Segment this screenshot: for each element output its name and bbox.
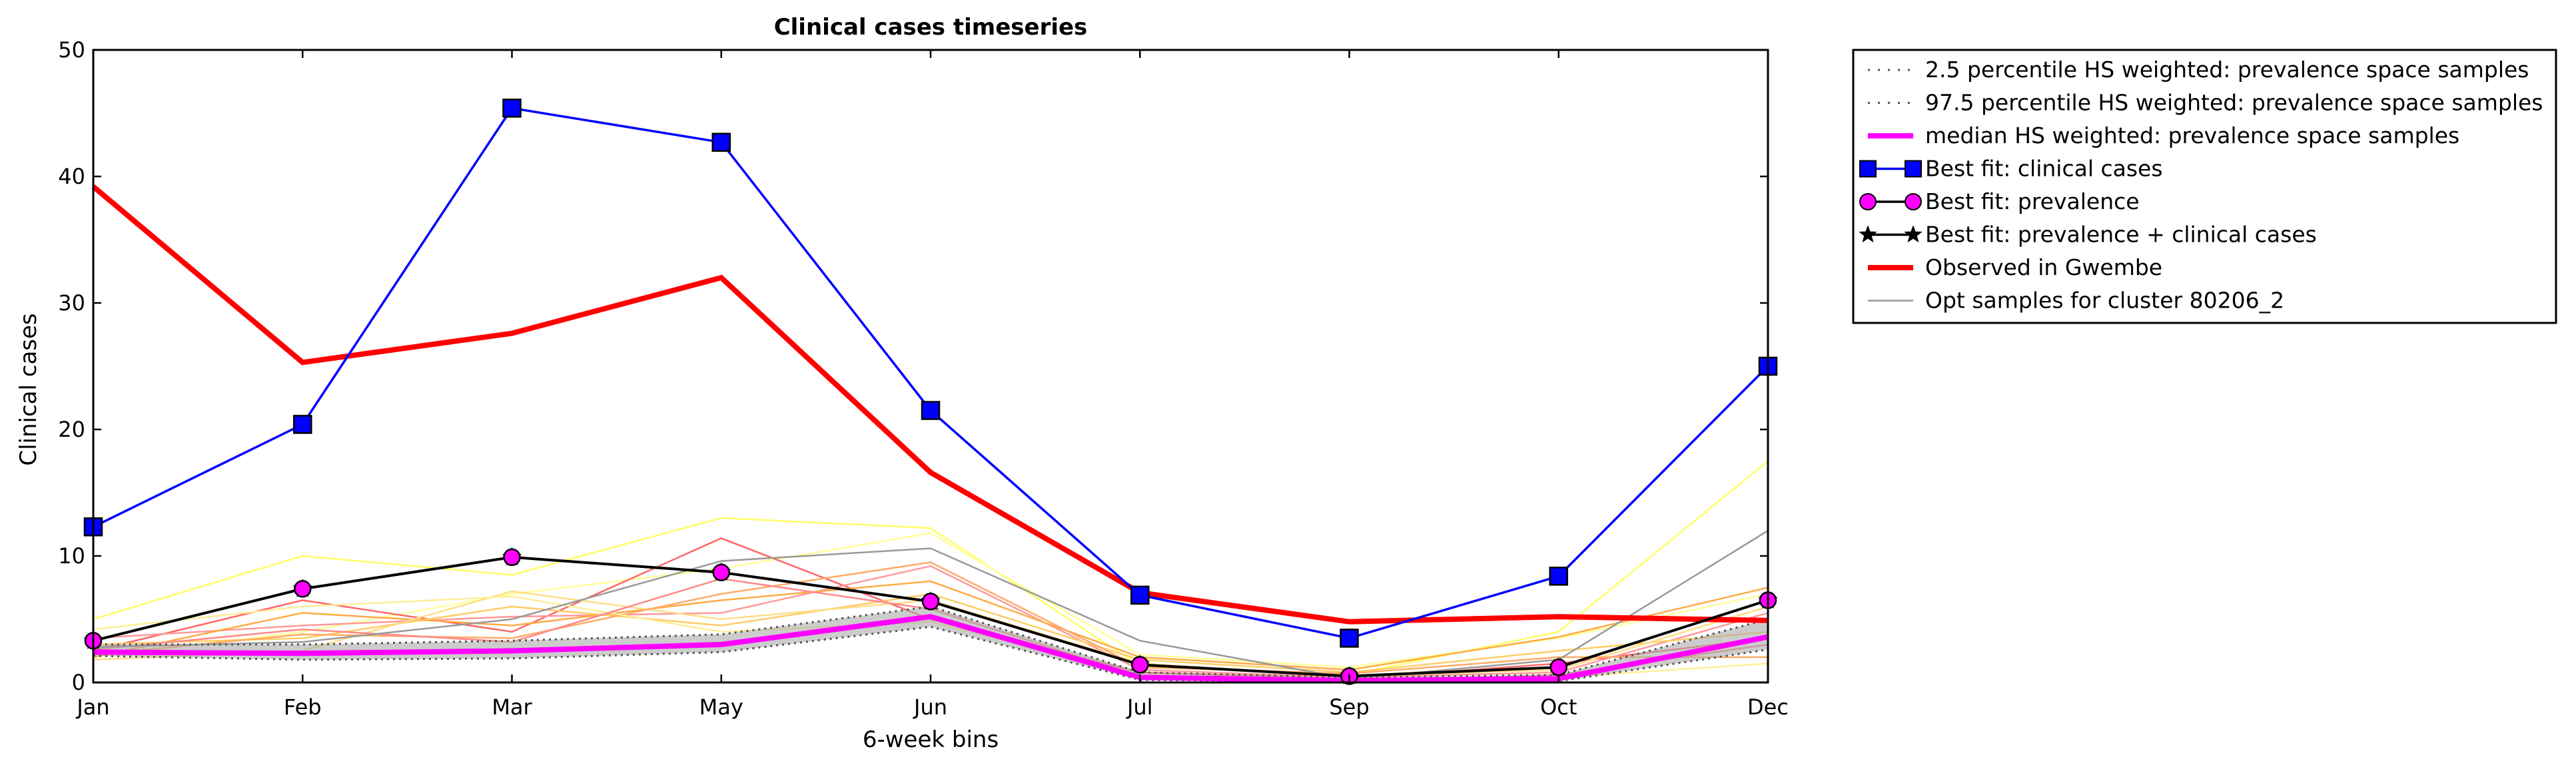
x-tick-label: Jun bbox=[913, 694, 947, 720]
x-tick-label: Oct bbox=[1540, 694, 1577, 720]
x-tick-label: May bbox=[699, 694, 743, 720]
marker-square bbox=[1549, 567, 1568, 586]
series-line-opt-samples bbox=[93, 529, 1769, 680]
sample-line-4 bbox=[93, 580, 1769, 671]
y-tick-label: 30 bbox=[58, 290, 85, 316]
x-tick-label: Jul bbox=[1126, 694, 1153, 720]
legend-label: Best fit: clinical cases bbox=[1925, 156, 2163, 182]
legend-marker-star bbox=[1859, 225, 1877, 243]
sample-line-3 bbox=[93, 565, 1769, 678]
legend-label: Opt samples for cluster 80206_2 bbox=[1925, 288, 2284, 314]
series-markers bbox=[83, 99, 1778, 685]
marker-circle bbox=[1549, 658, 1567, 676]
x-tick-label: Sep bbox=[1329, 694, 1369, 720]
legend-label: median HS weighted: prevalence space sam… bbox=[1925, 123, 2459, 148]
axis-ticks: Jan Feb Mar May Jun Jul Sep Oct Dec 0 10 20 30 40 50 bbox=[58, 37, 1789, 720]
legend: 2.5 percentile HS weighted: prevalence s… bbox=[1852, 49, 2557, 324]
x-tick-label: Dec bbox=[1747, 694, 1789, 720]
x-tick-label: Mar bbox=[492, 694, 532, 720]
marker-square bbox=[293, 415, 312, 434]
x-axis-label: 6-week bins bbox=[863, 726, 999, 753]
legend-marker-square bbox=[1859, 160, 1877, 178]
y-tick-label: 40 bbox=[58, 164, 85, 189]
legend-label: 97.5 percentile HS weighted: prevalence … bbox=[1925, 90, 2543, 116]
y-tick-label: 50 bbox=[58, 37, 85, 63]
percentile-band bbox=[93, 607, 1768, 682]
marker-square bbox=[921, 401, 941, 420]
series-lines bbox=[91, 107, 1769, 684]
legend-label: Best fit: prevalence + clinical cases bbox=[1925, 222, 2317, 248]
series-line-best-fit-clinical bbox=[93, 107, 1769, 640]
marker-circle bbox=[294, 580, 312, 598]
legend-label: Best fit: prevalence bbox=[1925, 188, 2140, 214]
y-tick-label: 0 bbox=[72, 670, 85, 695]
x-tick-label: Jan bbox=[75, 694, 109, 720]
y-tick-label: 20 bbox=[58, 417, 85, 442]
marker-circle bbox=[1131, 656, 1149, 674]
legend-marker-circle bbox=[1859, 193, 1877, 210]
y-tick-label: 10 bbox=[58, 543, 85, 569]
series-line-median bbox=[93, 614, 1769, 684]
sample-line-0 bbox=[93, 460, 1769, 676]
legend-box bbox=[1852, 49, 2557, 324]
marker-circle bbox=[503, 548, 521, 567]
marker-circle bbox=[921, 593, 940, 611]
legend-label: Observed in Gwembe bbox=[1925, 254, 2162, 280]
series-line-observed bbox=[91, 184, 1769, 625]
chart-title: Clinical cases timeseries bbox=[774, 14, 1088, 41]
marker-square bbox=[502, 99, 522, 118]
legend-label: 2.5 percentile HS weighted: prevalence s… bbox=[1925, 57, 2529, 83]
legend-marker-star bbox=[1904, 225, 1923, 243]
marker-square bbox=[711, 132, 731, 152]
marker-circle bbox=[712, 563, 730, 581]
y-axis-label: Clinical cases bbox=[15, 313, 42, 465]
x-tick-label: Feb bbox=[284, 694, 322, 720]
marker-square bbox=[1130, 585, 1150, 605]
marker-square bbox=[1340, 629, 1359, 648]
sample-line-7 bbox=[93, 561, 1768, 674]
legend-marker-square bbox=[1905, 160, 1922, 178]
legend-marker-circle bbox=[1905, 193, 1922, 210]
